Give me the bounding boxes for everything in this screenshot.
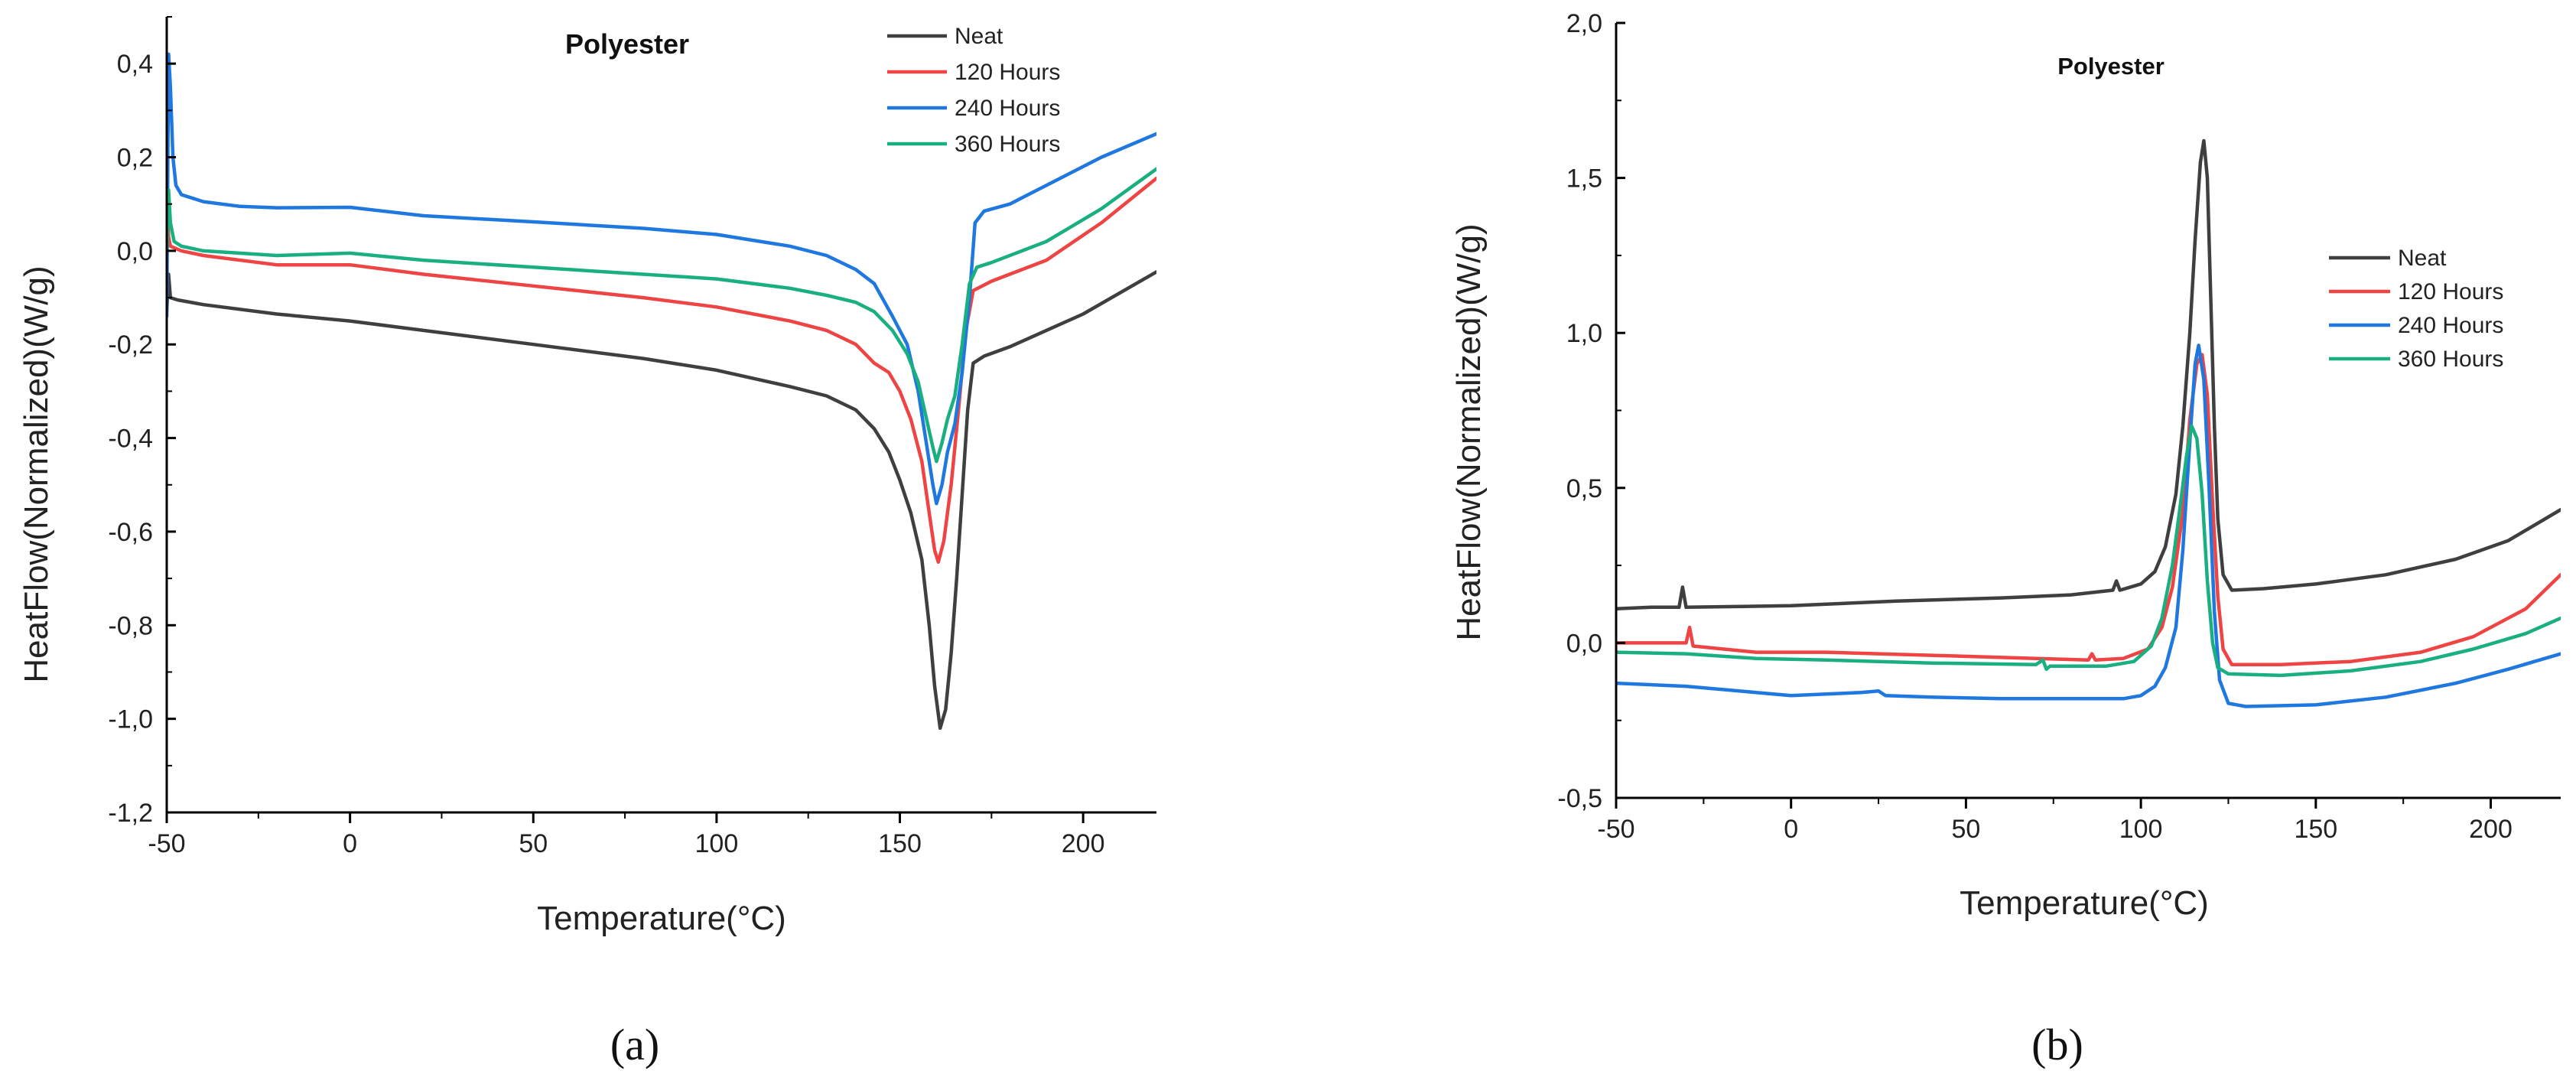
series-group <box>167 52 1156 731</box>
panel-label-b: (b) <box>2031 1020 2083 1069</box>
series-group <box>1616 138 2561 708</box>
legend-entry: Neat <box>955 24 1003 49</box>
y-tick-label: 1,0 <box>1566 319 1602 348</box>
chart-title-a: Polyester <box>565 28 689 60</box>
y-tick-label: 0,0 <box>117 237 153 266</box>
series-line-120-hours <box>1616 353 2561 667</box>
x-axis-label-b: Temperature(°C) <box>1960 884 2209 922</box>
y-tick-label: 0,5 <box>1566 474 1602 503</box>
series-line-240-hours <box>167 52 1156 506</box>
y-tick-label: -0,2 <box>108 330 153 360</box>
legend-entry: 120 Hours <box>955 60 1060 85</box>
y-tick-label: 2,0 <box>1566 9 1602 38</box>
chart-title-b: Polyester <box>2057 53 2165 80</box>
legend-entry: 120 Hours <box>2398 279 2503 304</box>
x-tick-label: -50 <box>1597 815 1634 844</box>
y-tick-label: -0,4 <box>108 425 153 454</box>
y-axis-label-b: HeatFlow(Normalized)(W/g) <box>1450 223 1488 640</box>
y-tick-label: 0,4 <box>117 50 153 79</box>
legend-entry: 240 Hours <box>2398 313 2503 338</box>
y-tick-label: 1,5 <box>1566 164 1602 194</box>
y-tick-label: 0,0 <box>1566 629 1602 658</box>
chart-panel-b: Polyester Temperature(°C) HeatFlow(Norma… <box>1450 9 2561 1069</box>
y-tick-label: 0,2 <box>117 144 153 173</box>
series-line-360-hours <box>167 167 1156 464</box>
chart-panel-a: Polyester Temperature(°C) HeatFlow(Norma… <box>18 16 1156 1069</box>
series-line-360-hours <box>1616 424 2561 678</box>
x-tick-label: 0 <box>1784 815 1798 844</box>
legend-entry: 360 Hours <box>955 132 1060 157</box>
y-axis-label-a: HeatFlow(Normalized)(W/g) <box>18 265 55 682</box>
legend-entry: 360 Hours <box>2398 347 2503 372</box>
legend: Neat 120 Hours 240 Hours 360 Hours <box>2329 246 2503 372</box>
y-tick-label: -1,0 <box>108 705 153 734</box>
x-tick-label: 0 <box>343 829 357 858</box>
x-tick-label: -50 <box>148 829 185 858</box>
panel-label-a: (a) <box>610 1020 659 1069</box>
x-tick-label: 150 <box>878 829 922 858</box>
y-tick-label: -0,6 <box>108 518 153 547</box>
y-tick-label: -0,8 <box>108 611 153 640</box>
y-tick-label: -0,5 <box>1557 784 1602 813</box>
x-tick-label: 200 <box>2469 815 2513 844</box>
series-line-240-hours <box>1616 343 2561 708</box>
x-tick-label: 100 <box>695 829 739 858</box>
x-tick-label: 100 <box>2119 815 2163 844</box>
series-line-neat <box>1616 138 2561 611</box>
series-line-120-hours <box>167 176 1156 564</box>
legend-entry: 240 Hours <box>955 96 1060 121</box>
series-line-neat <box>167 270 1156 731</box>
x-tick-label: 200 <box>1062 829 1105 858</box>
y-tick-label: -1,2 <box>108 799 153 828</box>
legend: Neat 120 Hours 240 Hours 360 Hours <box>887 24 1060 157</box>
x-tick-label: 50 <box>519 829 548 858</box>
x-tick-label: 50 <box>1951 815 1980 844</box>
x-tick-label: 150 <box>2294 815 2337 844</box>
legend-entry: Neat <box>2398 246 2447 271</box>
x-axis-label-a: Temperature(°C) <box>537 900 786 937</box>
